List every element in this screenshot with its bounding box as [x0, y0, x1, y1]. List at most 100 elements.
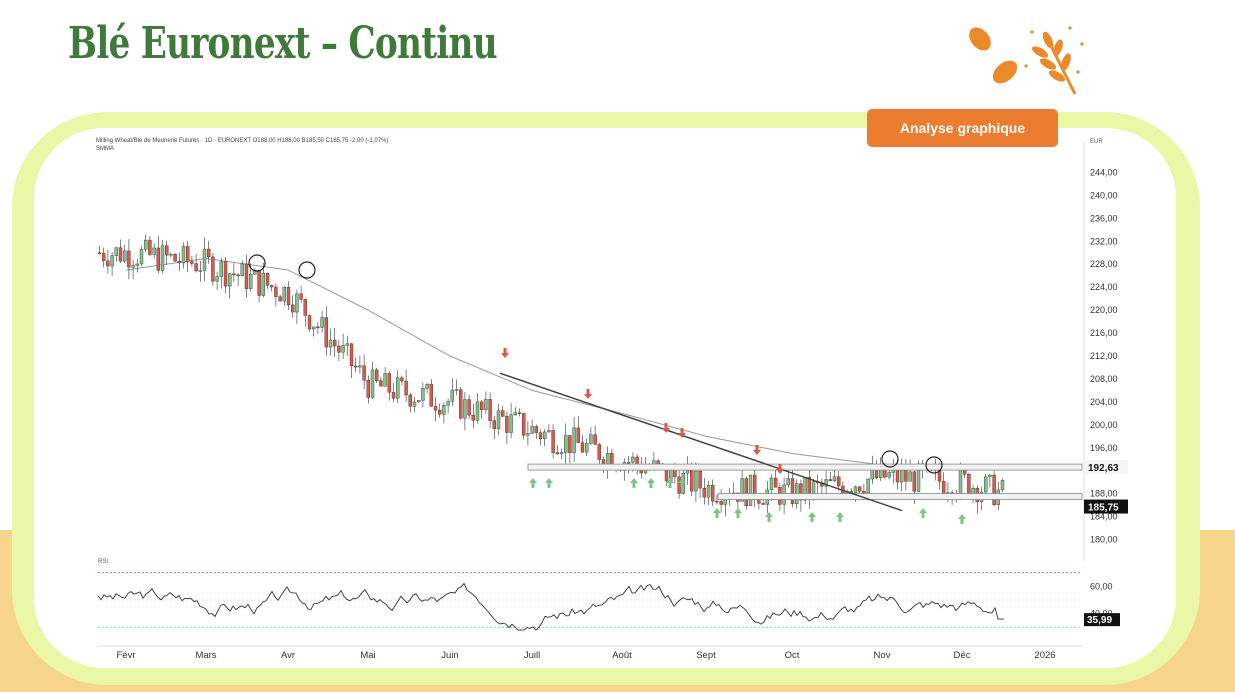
candle-up	[131, 265, 135, 268]
candle-down	[290, 304, 295, 313]
candle-down	[173, 253, 177, 262]
candle-up	[396, 377, 400, 399]
candle-up	[496, 410, 501, 429]
rsi-last-label: 35,99	[1087, 615, 1112, 626]
y-tick-label: 244,00	[1090, 167, 1118, 177]
candle-up	[110, 255, 114, 267]
candle-down	[194, 263, 198, 272]
candle-up	[866, 478, 870, 494]
candle-up	[169, 253, 173, 256]
candle-down	[337, 345, 341, 353]
candle-down	[118, 247, 123, 262]
candle-up	[786, 478, 790, 486]
moving-average-line	[125, 257, 1003, 469]
candle-up	[832, 476, 837, 481]
candle-up	[475, 401, 480, 421]
candle-down	[538, 432, 543, 440]
wheat-logo-icon	[969, 26, 1084, 95]
candle-down	[467, 399, 471, 416]
candle-down	[568, 435, 572, 453]
candle-up	[370, 369, 375, 398]
candle-up	[958, 469, 963, 494]
ma-touch-circle	[925, 456, 943, 474]
candle-down	[719, 501, 723, 505]
sell-arrow-icon	[662, 423, 670, 433]
y-tick-label: 180,00	[1090, 535, 1118, 545]
candle-down	[459, 389, 463, 419]
candle-down	[307, 315, 312, 330]
candle-up	[442, 404, 446, 415]
candle-up	[421, 388, 425, 401]
x-tick-label: 2026	[1034, 650, 1055, 661]
candle-down	[97, 252, 102, 254]
buy-arrow-icon	[765, 512, 773, 522]
candle-down	[286, 286, 291, 306]
candle-up	[139, 249, 144, 265]
candle-up	[181, 246, 186, 264]
candle-down	[597, 444, 601, 460]
x-tick-label: Févr	[117, 650, 136, 661]
candle-down	[438, 410, 442, 415]
candle-down	[177, 260, 182, 264]
candle-down	[904, 469, 908, 482]
chart-panel	[34, 128, 1176, 668]
candle-down	[551, 430, 555, 453]
candle-down	[593, 434, 597, 445]
x-tick-label: Juin	[441, 650, 458, 661]
x-tick-label: Mai	[360, 650, 375, 661]
ma-touch-circle	[881, 450, 899, 468]
candle-up	[248, 274, 253, 289]
ma-touch-circle	[298, 261, 316, 279]
buy-arrow-icon	[919, 508, 927, 518]
candle-up	[908, 471, 912, 482]
candle-down	[522, 413, 526, 436]
y-tick-label: 184,00	[1090, 512, 1118, 522]
candle-up	[853, 486, 858, 494]
chart-info: Milling Wheat/Ble de Meunerie Futures · …	[96, 137, 388, 153]
x-tick-label: Avr	[281, 650, 295, 661]
sell-arrow-icon	[753, 445, 761, 455]
x-tick-label: Oct	[785, 650, 800, 661]
rsi-last-box	[1084, 613, 1120, 627]
sell-arrow-icon	[501, 348, 509, 358]
candle-up	[311, 326, 316, 330]
candle-down	[858, 486, 862, 492]
candle-up	[202, 248, 207, 271]
candle-up	[585, 443, 589, 453]
candle-down	[164, 245, 169, 256]
candle-up	[227, 273, 232, 287]
candle-up	[446, 401, 450, 406]
candle-up	[1000, 480, 1005, 491]
page-title: Blé Euronext – Continu	[68, 18, 498, 69]
candle-up	[900, 469, 904, 483]
buy-arrow-icon	[647, 478, 655, 488]
candle-down	[757, 499, 761, 504]
candle-up	[748, 474, 753, 506]
candle-down	[656, 460, 660, 465]
candle-up	[123, 250, 127, 262]
candle-up	[564, 435, 568, 453]
candle-up	[383, 373, 387, 387]
candle-down	[505, 416, 509, 433]
candle-up	[694, 470, 698, 492]
candle-down	[488, 399, 492, 421]
y-tick-label: 232,00	[1090, 236, 1118, 246]
candle-up	[412, 401, 417, 407]
candle-up	[740, 478, 744, 502]
candle-up	[160, 245, 165, 271]
candle-up	[198, 270, 203, 272]
candle-down	[433, 406, 438, 411]
candle-down	[480, 401, 484, 410]
candle-down	[391, 392, 396, 399]
candle-up	[463, 399, 467, 419]
candle-up	[887, 472, 891, 478]
candle-down	[332, 339, 337, 347]
candle-down	[269, 285, 274, 288]
x-tick-label: Nov	[874, 650, 891, 661]
candle-up	[450, 389, 454, 402]
buy-arrow-icon	[630, 478, 638, 488]
candle-up	[341, 345, 345, 353]
candle-down	[362, 365, 366, 381]
y-tick-label: 216,00	[1090, 328, 1118, 338]
candle-up	[513, 412, 517, 415]
